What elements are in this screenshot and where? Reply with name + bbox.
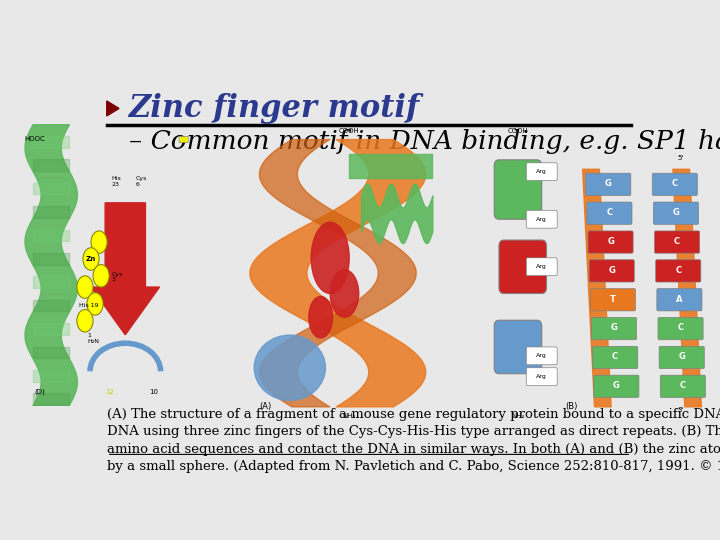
Text: Arg: Arg xyxy=(536,217,547,222)
FancyBboxPatch shape xyxy=(587,202,632,224)
Text: amino acid sequences and contact the DNA in similar ways. In both (A) and (B) th: amino acid sequences and contact the DNA… xyxy=(107,443,720,456)
Text: G: G xyxy=(605,179,612,188)
Text: DNA using three zinc fingers of the Cys-Cys-His-His type arranged as direct repe: DNA using three zinc fingers of the Cys-… xyxy=(107,426,720,438)
FancyBboxPatch shape xyxy=(652,173,698,195)
Ellipse shape xyxy=(330,270,359,317)
Text: G: G xyxy=(607,237,614,246)
FancyBboxPatch shape xyxy=(526,258,557,275)
Text: 25: 25 xyxy=(180,137,188,142)
Ellipse shape xyxy=(254,335,325,401)
Text: C: C xyxy=(672,179,678,188)
FancyBboxPatch shape xyxy=(526,210,557,228)
FancyBboxPatch shape xyxy=(593,346,638,369)
FancyBboxPatch shape xyxy=(526,163,557,180)
Circle shape xyxy=(87,293,103,315)
Text: NH₂: NH₂ xyxy=(343,413,356,419)
Text: His 19: His 19 xyxy=(79,303,99,308)
FancyBboxPatch shape xyxy=(657,288,702,311)
Text: Arg: Arg xyxy=(536,374,547,379)
Text: G: G xyxy=(608,266,615,275)
Text: C: C xyxy=(678,323,683,332)
Ellipse shape xyxy=(311,222,349,293)
Text: COOH: COOH xyxy=(339,128,359,134)
Text: by a small sphere. (Adapted from N. Pavletich and C. Pabo, Science 252:810-817, : by a small sphere. (Adapted from N. Pavl… xyxy=(107,460,720,473)
Text: (B): (B) xyxy=(565,402,578,411)
Text: C: C xyxy=(680,381,686,390)
Text: 10: 10 xyxy=(150,389,158,395)
Text: A: A xyxy=(676,294,683,303)
Text: Arg: Arg xyxy=(536,264,547,269)
FancyBboxPatch shape xyxy=(585,173,631,195)
Text: HOOC: HOOC xyxy=(24,136,45,142)
FancyBboxPatch shape xyxy=(499,240,546,294)
FancyBboxPatch shape xyxy=(590,288,636,311)
Text: NH₃: NH₃ xyxy=(511,413,525,419)
Text: T: T xyxy=(610,294,616,303)
Circle shape xyxy=(91,231,107,253)
FancyBboxPatch shape xyxy=(526,368,557,386)
Circle shape xyxy=(93,265,109,287)
Text: G: G xyxy=(678,352,685,361)
FancyBboxPatch shape xyxy=(494,160,541,219)
Text: 5': 5' xyxy=(677,155,683,161)
FancyBboxPatch shape xyxy=(594,375,639,397)
FancyBboxPatch shape xyxy=(588,231,633,253)
Text: Zinc finger motif: Zinc finger motif xyxy=(128,93,419,124)
Text: COOH: COOH xyxy=(508,128,528,134)
Text: His
23: His 23 xyxy=(111,176,121,187)
Text: Zn: Zn xyxy=(86,256,96,262)
FancyBboxPatch shape xyxy=(494,320,541,374)
Polygon shape xyxy=(91,203,160,335)
Text: C: C xyxy=(674,237,680,246)
Circle shape xyxy=(77,309,93,332)
Text: (A) The structure of a fragment of a mouse gene regulatory protein bound to a sp: (A) The structure of a fragment of a mou… xyxy=(107,408,720,421)
Circle shape xyxy=(83,248,99,270)
Text: G: G xyxy=(611,323,618,332)
Text: 12: 12 xyxy=(105,389,114,395)
FancyBboxPatch shape xyxy=(526,347,557,365)
Text: 1
H₂N: 1 H₂N xyxy=(87,333,99,344)
Text: C: C xyxy=(675,266,681,275)
Text: Cys
6: Cys 6 xyxy=(135,176,147,187)
Ellipse shape xyxy=(309,296,333,338)
Text: G: G xyxy=(613,381,620,390)
Text: 3': 3' xyxy=(677,407,683,413)
Text: Arg: Arg xyxy=(536,353,547,359)
FancyBboxPatch shape xyxy=(656,260,701,282)
Polygon shape xyxy=(107,101,119,116)
Text: C: C xyxy=(612,352,618,361)
Text: (A): (A) xyxy=(259,402,271,411)
Circle shape xyxy=(77,276,93,298)
Text: C: C xyxy=(606,208,613,217)
FancyBboxPatch shape xyxy=(654,231,700,253)
Text: (D): (D) xyxy=(35,389,45,395)
FancyBboxPatch shape xyxy=(589,260,634,282)
Text: G: G xyxy=(672,208,680,217)
Text: – Common motif in DNA binding, e.g. SP1 has 3: – Common motif in DNA binding, e.g. SP1 … xyxy=(129,129,720,154)
Text: Cys
3: Cys 3 xyxy=(111,272,122,282)
FancyBboxPatch shape xyxy=(659,346,704,369)
FancyBboxPatch shape xyxy=(660,375,706,397)
FancyBboxPatch shape xyxy=(591,318,636,340)
Text: Arg: Arg xyxy=(536,169,547,174)
FancyBboxPatch shape xyxy=(653,202,698,224)
FancyBboxPatch shape xyxy=(658,318,703,340)
